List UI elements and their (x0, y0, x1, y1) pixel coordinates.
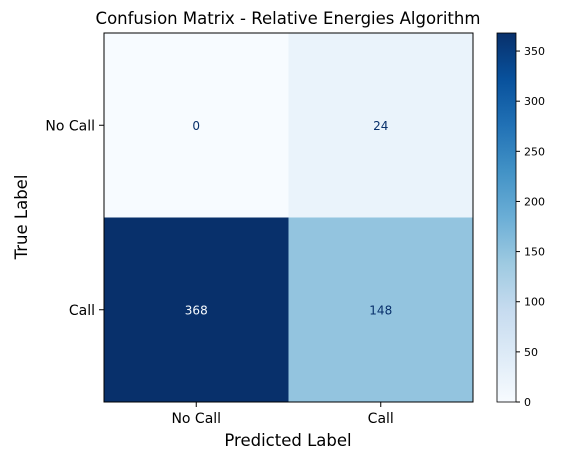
plot-frame (103, 32, 474, 403)
heatmap-cell (288, 33, 474, 218)
cell-value-label: 148 (369, 303, 392, 317)
cell-value-label: 24 (373, 119, 388, 133)
cell-value-label: 368 (185, 303, 208, 317)
cell-labels: 0 24 368 148 (185, 119, 392, 318)
x-axis-label: Predicted Label (224, 431, 351, 450)
heatmap-cell (288, 217, 474, 403)
y-tick-label: Call (69, 303, 95, 319)
heatmap-cells (104, 33, 474, 403)
chart-title: Confusion Matrix - Relative Energies Alg… (96, 9, 481, 28)
colorbar-tick-label: 200 (524, 195, 545, 208)
colorbar-tick-label: 100 (524, 296, 545, 309)
colorbar-tick-label: 150 (524, 246, 545, 259)
heatmap-cell (104, 33, 289, 218)
colorbar-tick-label: 50 (524, 346, 538, 359)
x-axis-ticks: No Call Call (171, 402, 394, 427)
x-tick-label: Call (368, 411, 394, 427)
colorbar-tick-label: 250 (524, 145, 545, 158)
colorbar-tick-label: 0 (524, 396, 531, 409)
x-tick-label: No Call (171, 411, 221, 427)
colorbar-ticks: 0 50 100 150 200 250 300 350 (516, 45, 545, 409)
heatmap-cell (104, 217, 289, 403)
colorbar-tick-label: 300 (524, 95, 545, 108)
colorbar-tick-label: 350 (524, 45, 545, 58)
y-tick-label: No Call (45, 118, 95, 134)
cell-value-label: 0 (192, 119, 200, 133)
colorbar (496, 32, 517, 403)
y-axis-label: True Label (12, 175, 31, 261)
y-axis-ticks: No Call Call (45, 118, 104, 319)
